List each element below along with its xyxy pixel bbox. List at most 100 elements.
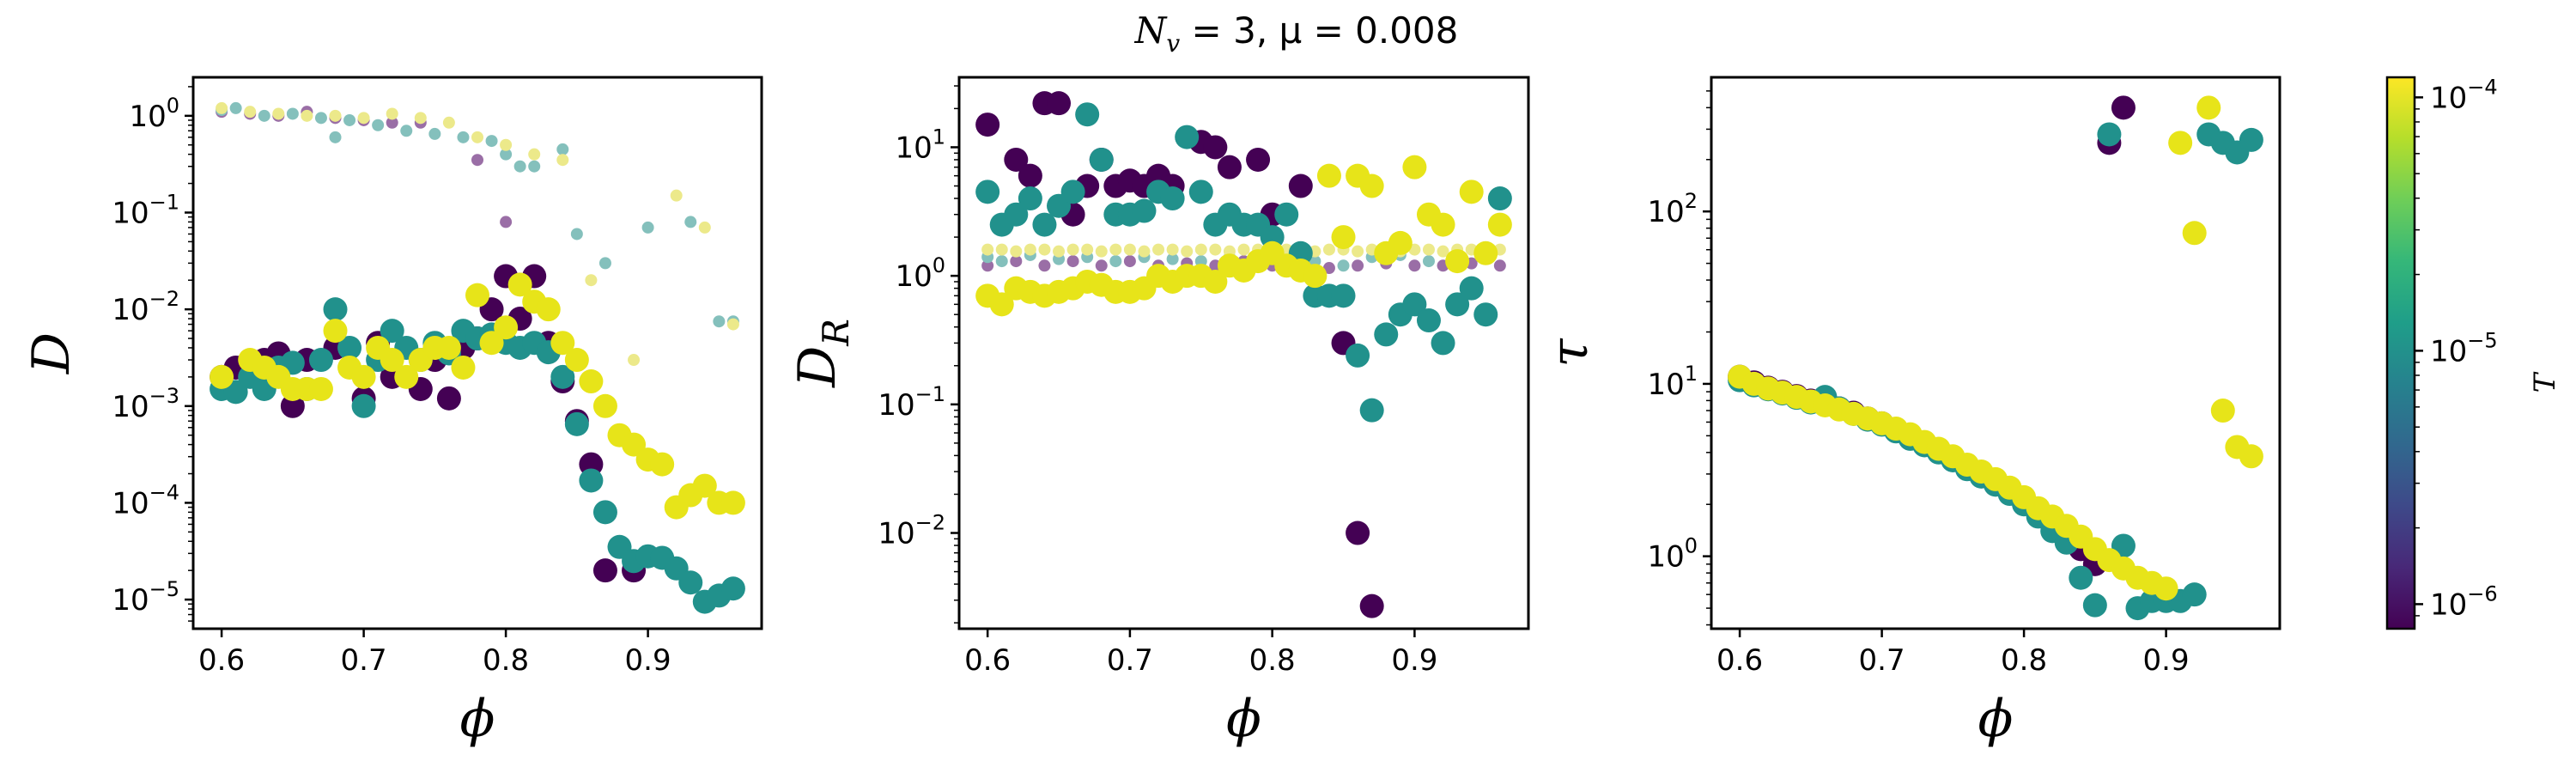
marker bbox=[1004, 147, 1029, 172]
y-tick-label: 10−1 bbox=[878, 382, 945, 423]
marker bbox=[1459, 276, 1484, 301]
x-tick-label: 0.9 bbox=[1391, 643, 1437, 678]
marker bbox=[1346, 343, 1370, 368]
x-tick-label: 0.8 bbox=[2001, 643, 2047, 678]
marker bbox=[1053, 245, 1066, 258]
colorbar-label: T bbox=[2528, 371, 2562, 393]
y-axis-label: τ bbox=[1540, 338, 1600, 368]
series-T-1e-4-large bbox=[1728, 95, 2263, 601]
marker bbox=[550, 331, 575, 356]
marker bbox=[1374, 322, 1399, 347]
marker bbox=[579, 468, 604, 493]
marker bbox=[386, 116, 398, 129]
title-rest: = 3, μ = 0.008 bbox=[1180, 9, 1458, 52]
marker bbox=[1402, 292, 1427, 317]
y-tick-label: 10−4 bbox=[112, 480, 179, 520]
marker bbox=[451, 355, 476, 380]
marker bbox=[1359, 173, 1384, 198]
marker bbox=[1303, 264, 1327, 289]
marker bbox=[372, 119, 385, 131]
series-T-1e-6-large bbox=[975, 91, 1384, 618]
marker bbox=[528, 148, 541, 161]
marker bbox=[684, 216, 697, 228]
x-axis-label: ϕ bbox=[1226, 689, 1261, 749]
panel-3: 0.6 0.7 0.8 0.9 102 101 100 ϕ τ bbox=[1540, 76, 2281, 749]
marker bbox=[1473, 302, 1498, 327]
series-T-1e-4-small bbox=[981, 243, 1506, 258]
marker bbox=[1388, 230, 1413, 255]
marker bbox=[301, 109, 313, 122]
x-tick-label: 0.6 bbox=[198, 643, 245, 678]
marker bbox=[223, 380, 248, 405]
y-tick-label: 10−5 bbox=[112, 577, 179, 618]
marker bbox=[485, 135, 498, 148]
marker bbox=[1309, 255, 1321, 268]
marker bbox=[323, 297, 348, 322]
marker bbox=[513, 160, 526, 173]
figure-title: Nv = 3, μ = 0.008 bbox=[1134, 9, 1459, 58]
marker bbox=[2239, 444, 2263, 469]
marker bbox=[1060, 180, 1085, 204]
marker bbox=[1047, 91, 1072, 116]
marker bbox=[1322, 262, 1335, 275]
marker bbox=[1181, 245, 1194, 258]
marker bbox=[713, 315, 726, 328]
marker bbox=[428, 127, 441, 140]
series-T-1e-6-large bbox=[1728, 95, 2136, 576]
marker bbox=[1352, 245, 1364, 258]
marker bbox=[1316, 163, 1341, 188]
marker bbox=[650, 452, 675, 477]
x-axis-label: ϕ bbox=[460, 689, 495, 749]
marker bbox=[1160, 186, 1185, 211]
marker bbox=[351, 364, 376, 389]
marker bbox=[1018, 163, 1042, 188]
colorbar-tick-label: 10−6 bbox=[2430, 581, 2498, 622]
marker bbox=[1038, 243, 1051, 256]
marker bbox=[981, 243, 994, 256]
marker bbox=[1359, 398, 1384, 423]
marker bbox=[1487, 212, 1512, 237]
x-tick-label: 0.9 bbox=[625, 643, 671, 678]
marker bbox=[570, 228, 583, 240]
marker bbox=[1408, 259, 1421, 272]
marker bbox=[1024, 243, 1036, 256]
x-tick-label: 0.7 bbox=[341, 643, 387, 678]
marker bbox=[975, 113, 1000, 137]
marker bbox=[2082, 593, 2107, 618]
marker bbox=[2182, 582, 2207, 607]
series-T-1e-5-small bbox=[216, 101, 739, 328]
marker bbox=[1402, 155, 1427, 180]
marker bbox=[386, 107, 398, 120]
marker bbox=[1331, 283, 1356, 308]
marker bbox=[471, 154, 483, 167]
marker bbox=[442, 116, 455, 129]
marker bbox=[1437, 245, 1449, 258]
marker bbox=[1416, 308, 1441, 333]
marker bbox=[2168, 131, 2193, 155]
marker bbox=[1352, 259, 1364, 272]
marker bbox=[1203, 135, 1228, 160]
marker bbox=[1018, 186, 1042, 211]
marker bbox=[380, 348, 404, 373]
marker bbox=[400, 125, 413, 137]
marker bbox=[1246, 147, 1271, 172]
marker bbox=[1237, 243, 1250, 256]
axes-frame bbox=[191, 76, 763, 630]
marker bbox=[1152, 243, 1165, 256]
marker bbox=[720, 490, 745, 515]
marker bbox=[564, 411, 589, 436]
y-axis-label: DR bbox=[787, 319, 857, 388]
title-n: N bbox=[1134, 9, 1168, 52]
y-tick-label: 100 bbox=[895, 253, 945, 294]
markers bbox=[210, 101, 745, 614]
marker bbox=[457, 131, 470, 143]
y-tick-label: 101 bbox=[1647, 362, 1698, 402]
x-tick-label: 0.8 bbox=[483, 643, 529, 678]
colorbar-frame bbox=[2385, 76, 2416, 630]
marker bbox=[500, 216, 513, 228]
x-tick-label: 0.6 bbox=[964, 643, 1011, 678]
colorbar-tick-label: 10−5 bbox=[2430, 328, 2498, 368]
marker bbox=[726, 318, 739, 331]
marker bbox=[975, 180, 1000, 204]
